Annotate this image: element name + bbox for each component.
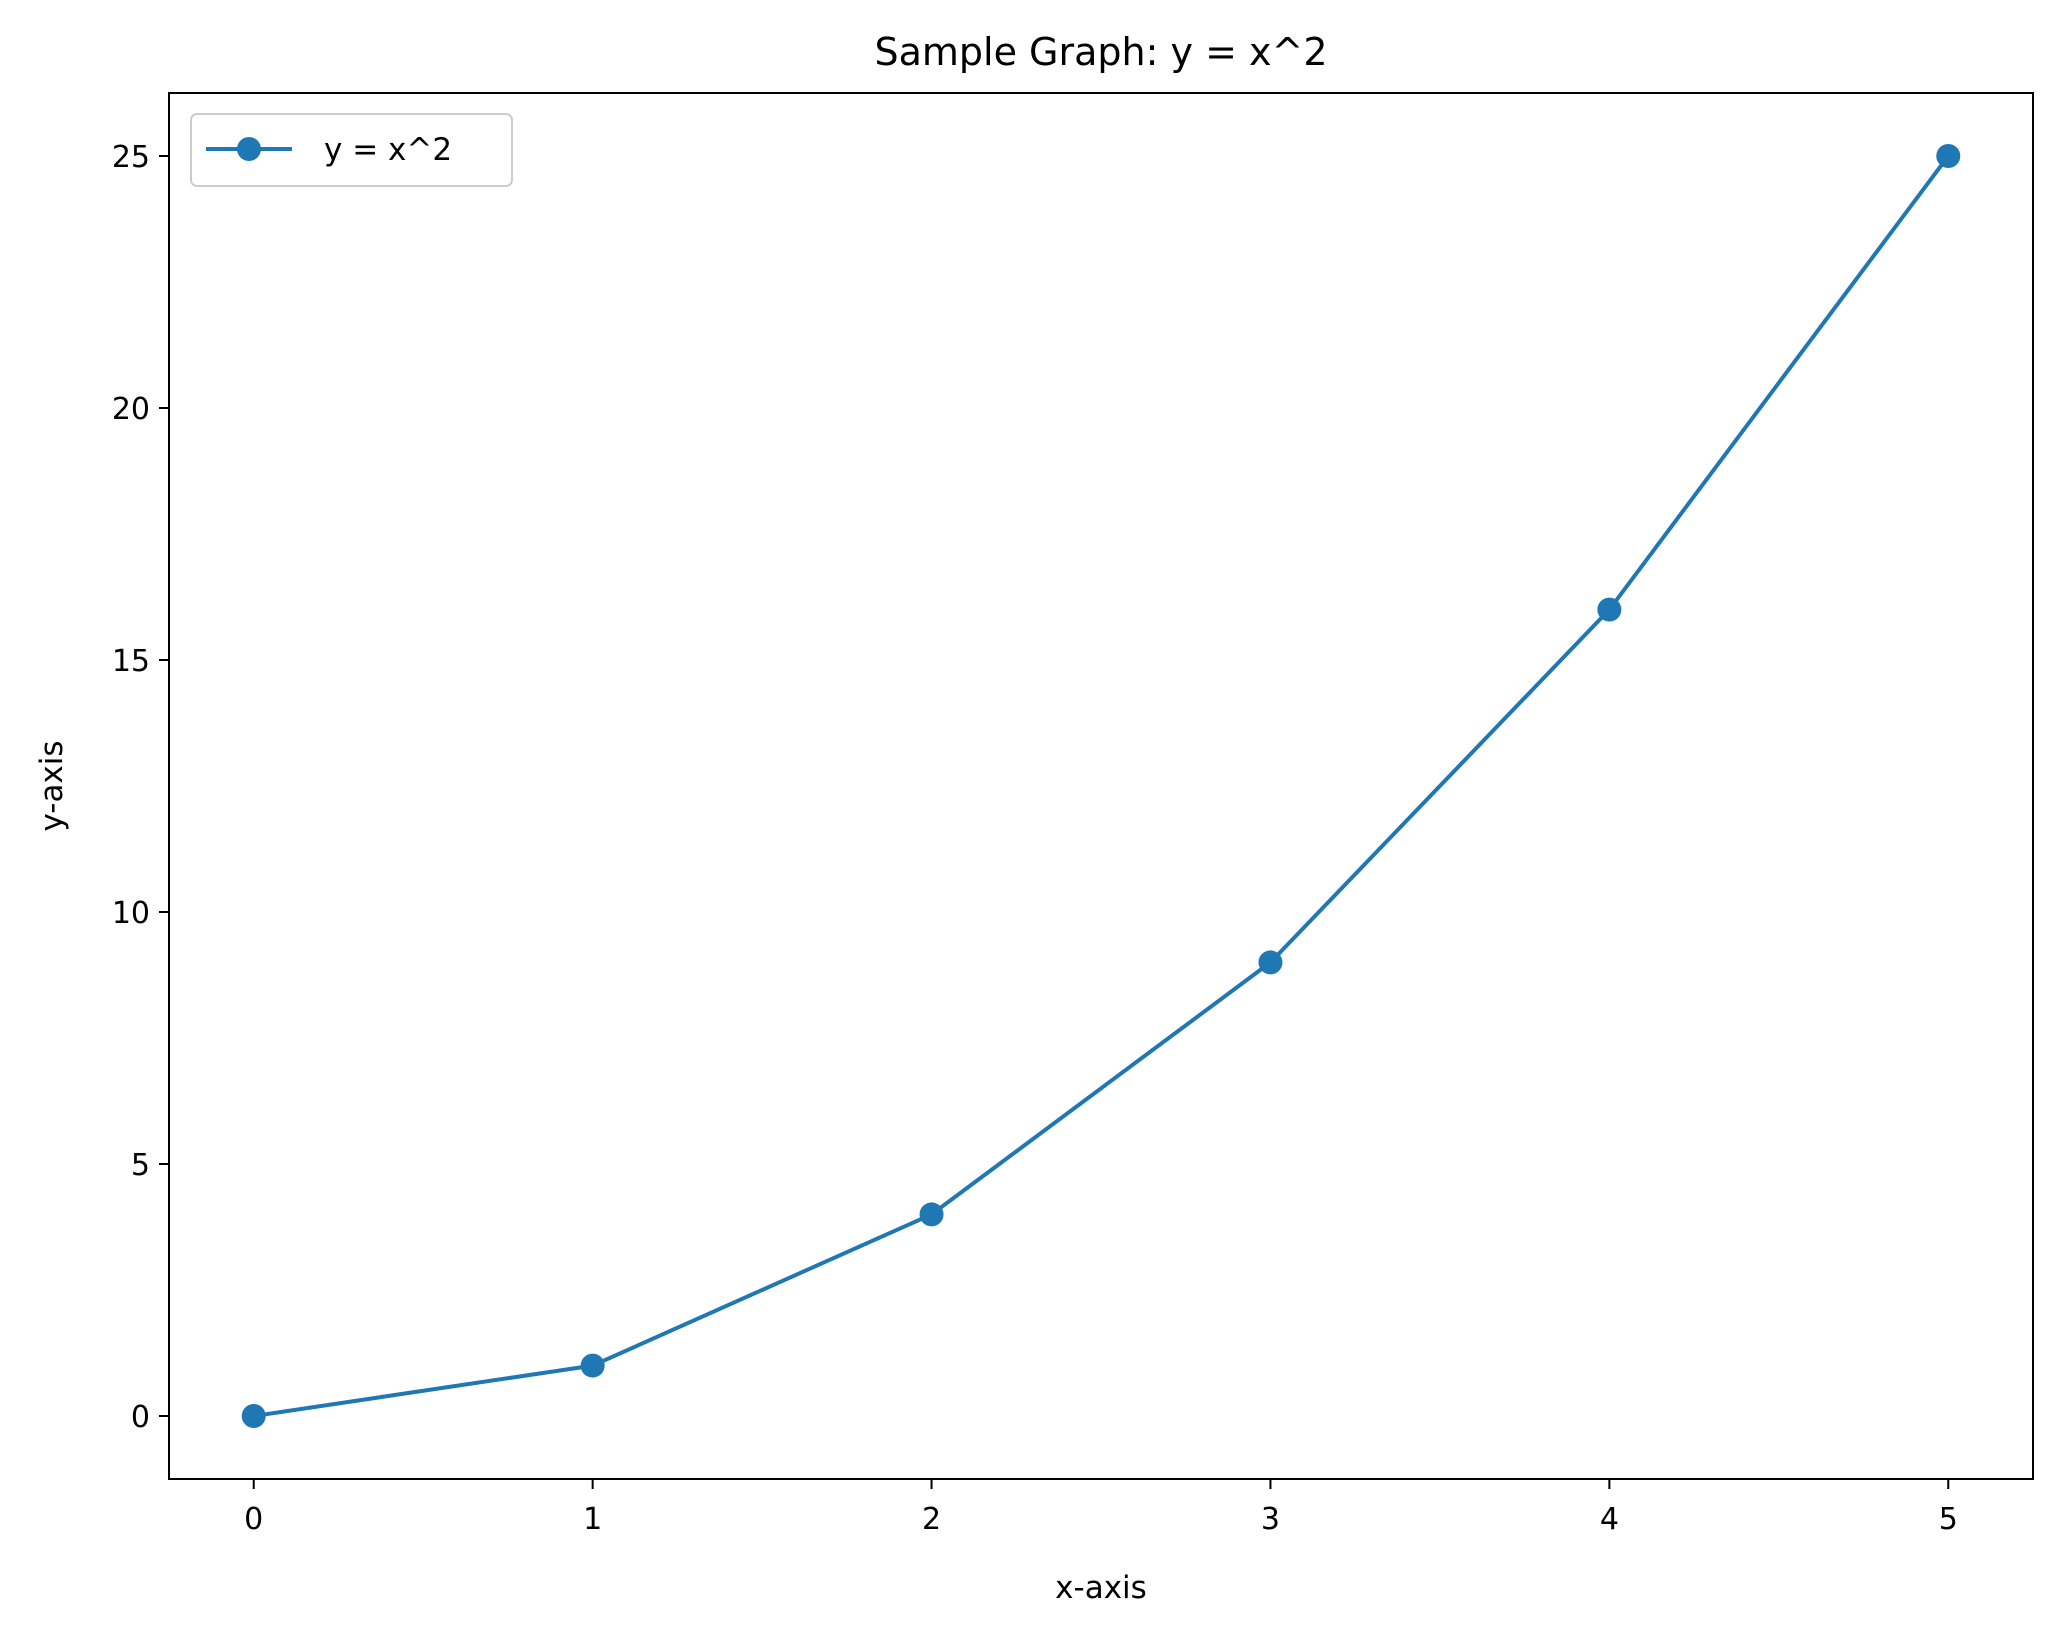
plot-area <box>169 93 2033 1479</box>
y-tick-label: 5 <box>131 1148 150 1183</box>
legend-marker-swatch <box>237 137 261 161</box>
x-tick-label: 1 <box>583 1502 602 1537</box>
y-tick-label: 25 <box>112 140 150 175</box>
data-point <box>1936 144 1961 168</box>
data-point <box>1597 597 1622 622</box>
y-tick-label: 10 <box>112 896 150 931</box>
series-layer <box>241 144 1961 1428</box>
x-tick-label: 4 <box>1600 1502 1619 1537</box>
chart-title: Sample Graph: y = x^2 <box>875 30 1328 74</box>
y-tick-label: 0 <box>131 1400 150 1435</box>
y-axis-ticks: 0 5 10 15 20 25 <box>112 140 169 1435</box>
data-point <box>580 1353 605 1378</box>
x-axis-ticks: 0 1 2 3 4 5 <box>244 1479 1958 1537</box>
data-point <box>241 1404 266 1428</box>
data-point <box>1258 950 1283 975</box>
y-axis-label: y-axis <box>34 740 70 831</box>
legend-box <box>190 113 513 187</box>
x-tick-label: 0 <box>244 1502 263 1537</box>
legend: y = x^2 <box>190 113 513 187</box>
y-tick-label: 20 <box>112 392 150 427</box>
x-tick-label: 5 <box>1939 1502 1958 1537</box>
x-tick-label: 3 <box>1261 1502 1280 1537</box>
plot-frame <box>168 92 2034 1480</box>
series-line <box>253 154 1950 1418</box>
legend-label: y = x^2 <box>324 132 452 168</box>
x-axis-label: x-axis <box>1055 1570 1147 1606</box>
x-tick-label: 2 <box>922 1502 941 1537</box>
data-point <box>919 1202 944 1227</box>
y-tick-label: 15 <box>112 644 150 679</box>
